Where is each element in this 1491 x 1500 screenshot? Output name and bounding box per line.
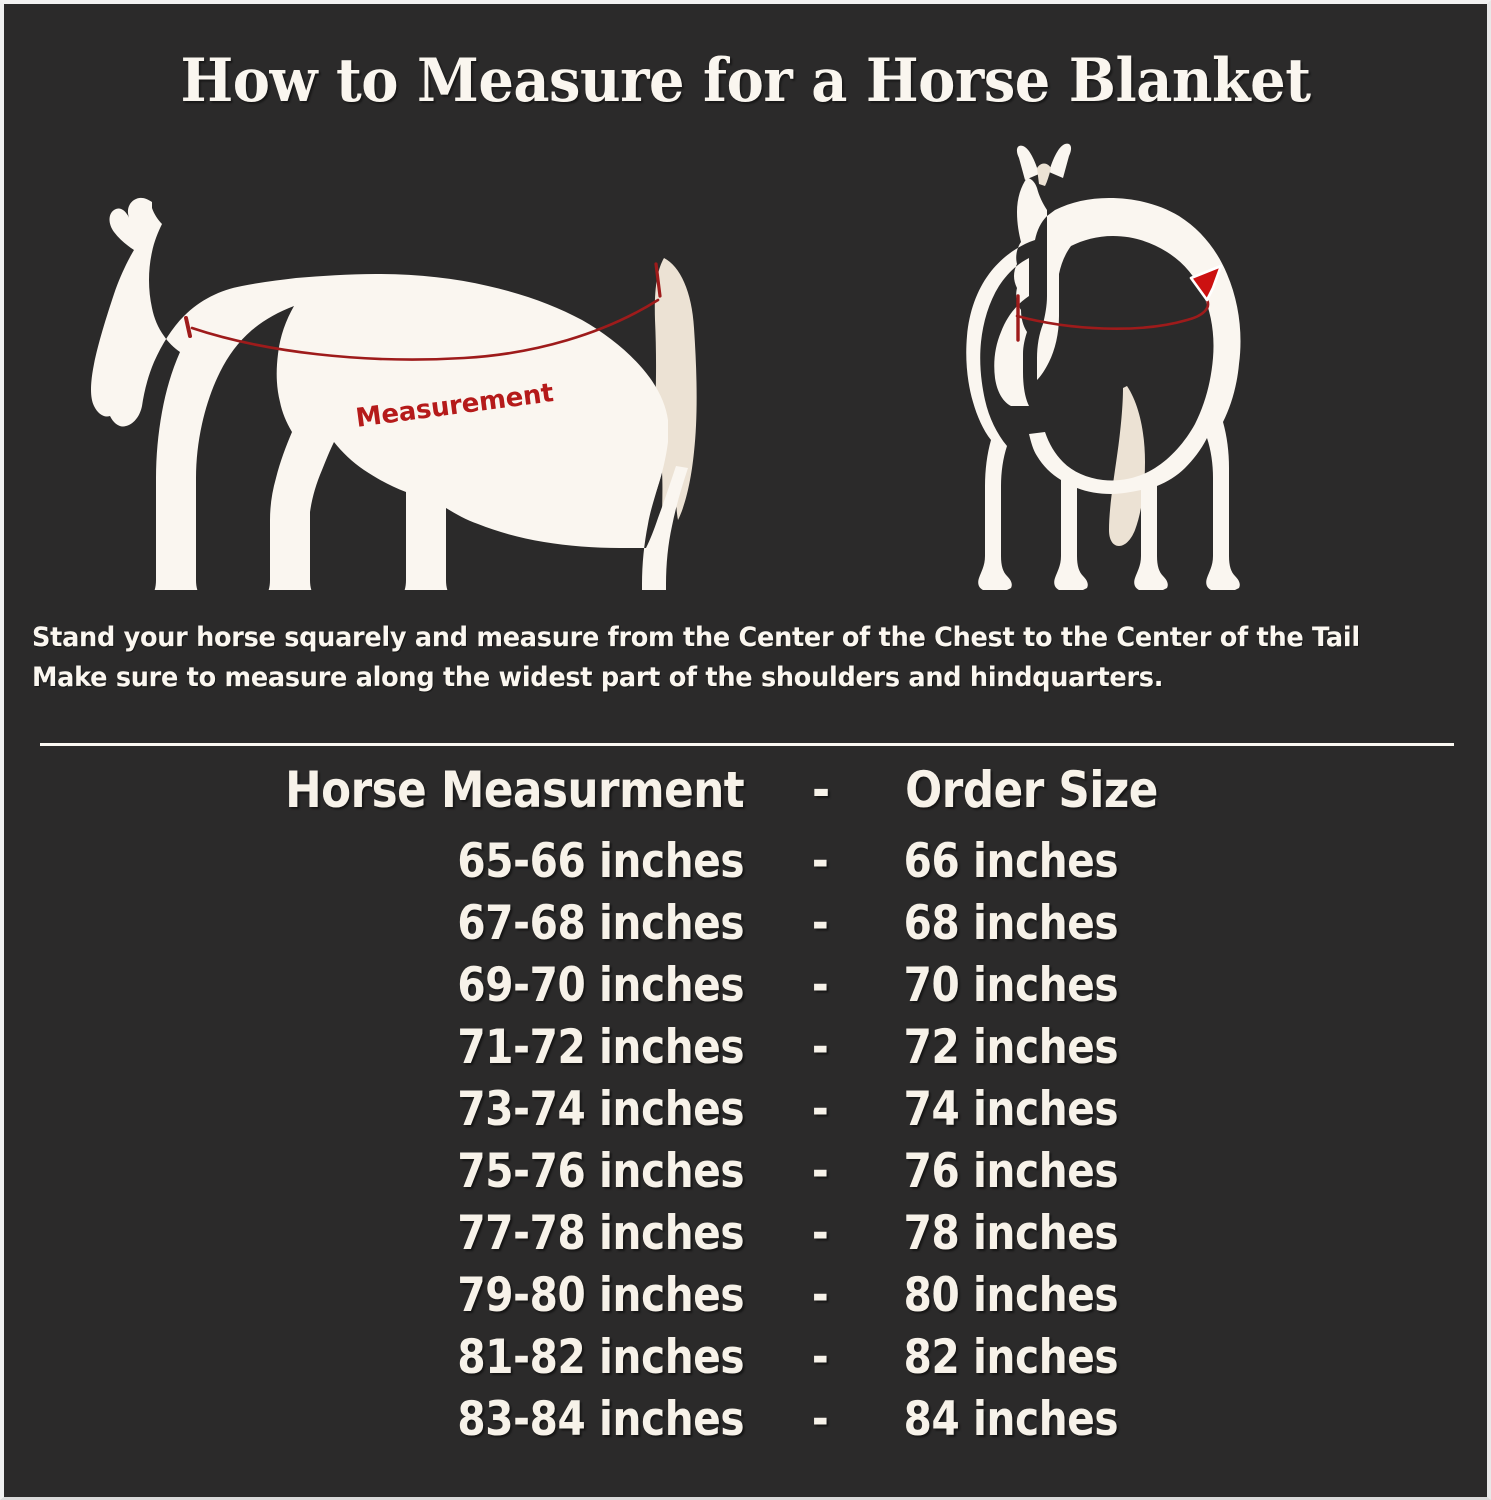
wrap-line: [1015, 298, 1210, 331]
cell-order-size: 82 inches: [903, 1330, 1119, 1385]
horse-rear-view-silhouette: [966, 143, 1241, 590]
cell-measurement: 67-68 inches: [457, 896, 745, 951]
cell-measurement: 83-84 inches: [457, 1392, 745, 1447]
cell-order-size: 84 inches: [903, 1392, 1119, 1447]
cell-dash: -: [811, 1392, 829, 1447]
cell-order-size: 66 inches: [903, 834, 1119, 889]
cell-dash: -: [811, 1268, 829, 1323]
page-title: How to Measure for a Horse Blanket: [180, 46, 1311, 116]
instruction-line-1: Stand your horse squarely and measure fr…: [32, 622, 1360, 653]
cell-order-size: 78 inches: [903, 1206, 1119, 1261]
table-row: 73-74 inches - 74 inches: [34, 1079, 1465, 1141]
table-row: 77-78 inches - 78 inches: [34, 1203, 1465, 1265]
illustration-band: Measurement: [4, 132, 1487, 592]
cell-dash: -: [811, 1144, 829, 1199]
cell-order-size: 68 inches: [903, 896, 1119, 951]
section-divider: [40, 743, 1454, 746]
measurement-line: [190, 298, 660, 361]
header-measurement: Horse Measurment: [285, 761, 745, 819]
cell-dash: -: [811, 1330, 829, 1385]
table-header-row: Horse Measurment - Order Size: [26, 761, 1472, 819]
cell-measurement: 73-74 inches: [457, 1082, 745, 1137]
cell-order-size: 74 inches: [903, 1082, 1119, 1137]
instructions-text: Stand your horse squarely and measure fr…: [32, 618, 1412, 698]
cell-measurement: 77-78 inches: [457, 1206, 745, 1261]
cell-measurement: 75-76 inches: [457, 1144, 745, 1199]
header-dash: -: [811, 761, 830, 819]
header-order-size: Order Size: [905, 761, 1158, 819]
cell-dash: -: [811, 834, 829, 889]
cell-measurement: 79-80 inches: [457, 1268, 745, 1323]
cell-dash: -: [811, 896, 829, 951]
cell-order-size: 76 inches: [903, 1144, 1119, 1199]
cell-order-size: 70 inches: [903, 958, 1119, 1013]
cell-dash: -: [811, 958, 829, 1013]
table-row: 83-84 inches - 84 inches: [34, 1389, 1465, 1451]
arrow-head-icon: [1189, 264, 1223, 302]
table-row: 69-70 inches - 70 inches: [34, 955, 1465, 1017]
table-row: 65-66 inches - 66 inches: [34, 831, 1465, 893]
cell-order-size: 72 inches: [903, 1020, 1119, 1075]
cell-order-size: 80 inches: [903, 1268, 1119, 1323]
table-row: 75-76 inches - 76 inches: [34, 1141, 1465, 1203]
cell-measurement: 65-66 inches: [457, 834, 745, 889]
table-row: 71-72 inches - 72 inches: [34, 1017, 1465, 1079]
cell-dash: -: [811, 1206, 829, 1261]
table-row: 79-80 inches - 80 inches: [34, 1265, 1465, 1327]
cell-measurement: 81-82 inches: [457, 1330, 745, 1385]
instruction-line-2: Make sure to measure along the widest pa…: [32, 662, 1164, 693]
cell-dash: -: [811, 1020, 829, 1075]
table-row: 67-68 inches - 68 inches: [34, 893, 1465, 955]
cell-measurement: 71-72 inches: [457, 1020, 745, 1075]
cell-measurement: 69-70 inches: [457, 958, 745, 1013]
horse-side-view-silhouette: [91, 197, 697, 590]
cell-dash: -: [811, 1082, 829, 1137]
size-chart-table: Horse Measurment - Order Size 65-66 inch…: [4, 761, 1487, 1451]
table-row: 81-82 inches - 82 inches: [34, 1327, 1465, 1389]
